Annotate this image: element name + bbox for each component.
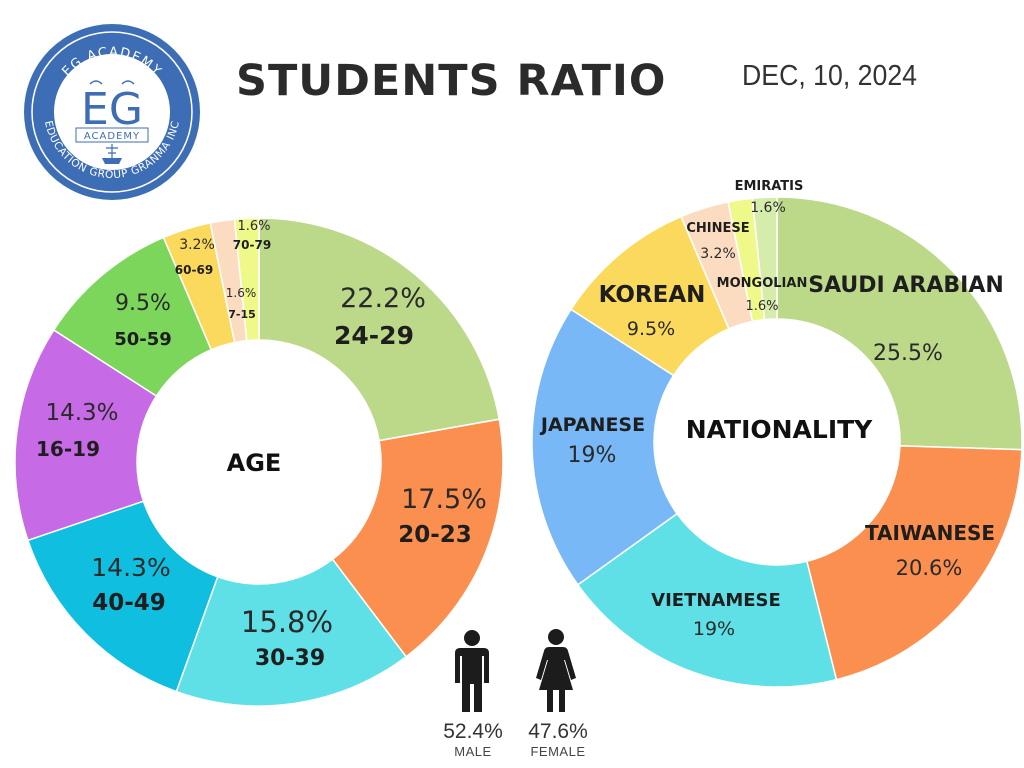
logo-sub-text: ACADEMY <box>84 131 140 142</box>
age-pct-40-49: 14.3% <box>91 553 170 582</box>
age-label-7-15: 7-15 <box>228 308 256 321</box>
nat-center-label: NATIONALITY <box>686 415 873 444</box>
nat-pct-mongolian: 1.6% <box>745 299 778 314</box>
nat-pct-japanese: 19% <box>568 443 617 468</box>
age-slice-70-79 <box>233 217 260 342</box>
age-label-20-23: 20-23 <box>398 522 472 548</box>
logo-main-text: EG <box>81 84 143 135</box>
eg-academy-logo: EG ACADEMY EDUCATION GROUP GRANMA INC EG… <box>24 24 200 200</box>
age-pct-60-69: 3.2% <box>179 237 215 253</box>
male-icon <box>455 630 489 712</box>
nat-label-vietnamese: VIETNAMESE <box>651 590 781 611</box>
age-pct-70-79: 1.6% <box>237 219 270 234</box>
age-pct-50-59: 9.5% <box>115 291 171 316</box>
report-date: DEC, 10, 2024 <box>742 60 918 92</box>
age-pct-7-15: 1.6% <box>226 286 257 300</box>
male-percentage: 52.4% <box>443 720 503 743</box>
nat-pct-vietnamese: 19% <box>693 618 735 640</box>
female-stat: 47.6% FEMALE <box>523 720 593 759</box>
page-title: STUDENTS RATIO <box>236 56 667 106</box>
age-label-70-79: 70-79 <box>233 238 271 252</box>
age-slice-24-29 <box>258 217 501 442</box>
age-label-50-59: 50-59 <box>114 329 172 350</box>
age-pct-24-29: 22.2% <box>340 283 426 314</box>
age-slice-30-39 <box>175 558 408 707</box>
nat-label-japanese: JAPANESE <box>539 414 645 436</box>
age-label-40-49: 40-49 <box>92 590 166 616</box>
nat-slice-taiwanese <box>805 445 1023 681</box>
age-slice-20-23 <box>331 418 504 658</box>
nat-label-saudi: SAUDI ARABIAN <box>808 273 1004 298</box>
nat-pct-chinese: 3.2% <box>700 246 736 262</box>
nat-slice-emiratis <box>751 196 778 321</box>
nat-pct-emiratis: 1.6% <box>750 200 786 216</box>
nat-label-taiwanese: TAIWANESE <box>865 521 995 545</box>
nat-pct-korean: 9.5% <box>627 318 675 340</box>
female-icon <box>536 629 576 712</box>
nat-label-korean: KOREAN <box>599 282 706 308</box>
age-label-60-69: 60-69 <box>175 263 213 277</box>
age-pct-20-23: 17.5% <box>401 484 487 515</box>
ship-icon <box>102 158 122 164</box>
age-pct-16-19: 14.3% <box>45 400 118 426</box>
nat-label-chinese: CHINESE <box>686 221 749 236</box>
age-label-16-19: 16-19 <box>36 437 100 461</box>
age-label-30-39: 30-39 <box>255 646 325 671</box>
age-label-24-29: 24-29 <box>334 321 414 350</box>
age-slice-40-49 <box>26 500 219 693</box>
age-center-label: AGE <box>227 449 282 477</box>
logo-inner-disc <box>54 54 170 170</box>
nat-label-emiratis: EMIRATIS <box>735 179 804 194</box>
age-pct-30-39: 15.8% <box>241 605 333 639</box>
nat-slice-vietnamese <box>576 512 838 688</box>
nat-slice-japanese <box>531 308 679 586</box>
age-slice-16-19 <box>14 328 158 542</box>
nat-slice-saudi-arabian <box>776 196 1023 451</box>
nat-pct-saudi: 25.5% <box>873 341 943 366</box>
age-chart-labels: 22.2% 24-29 17.5% 20-23 15.8% 30-39 14.3… <box>36 219 487 671</box>
female-percentage: 47.6% <box>528 720 588 743</box>
nat-label-mongolian: MONGOLIAN <box>717 276 808 291</box>
male-label: MALE <box>454 744 492 759</box>
nat-pct-taiwanese: 20.6% <box>896 556 963 580</box>
nationality-chart-labels: SAUDI ARABIAN 25.5% TAIWANESE 20.6% VIET… <box>539 179 1004 640</box>
male-stat: 52.4% MALE <box>438 720 508 759</box>
age-donut-chart <box>14 217 504 707</box>
nationality-donut-chart <box>531 196 1023 688</box>
female-label: FEMALE <box>530 744 586 759</box>
